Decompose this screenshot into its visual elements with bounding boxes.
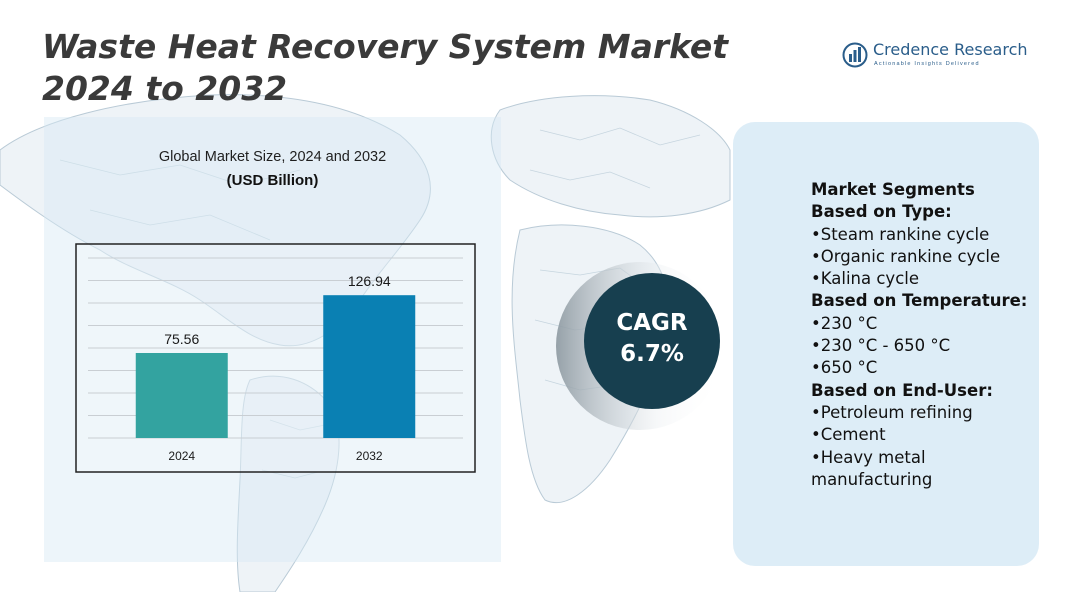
segment-item: •Heavy metal manufacturing bbox=[811, 447, 933, 489]
logo-name: Credence Research bbox=[873, 40, 1028, 59]
chart-subtitle: (USD Billion) bbox=[226, 172, 319, 189]
cagr-circle bbox=[584, 273, 720, 409]
segment-item: •Cement bbox=[811, 425, 886, 445]
segment-item: •Petroleum refining bbox=[811, 402, 973, 422]
segment-item: •Kalina cycle bbox=[811, 269, 919, 289]
segment-item: •Organic rankine cycle bbox=[811, 246, 1001, 266]
bar-2032 bbox=[323, 295, 416, 438]
segment-group-title: Based on Type: bbox=[811, 202, 952, 222]
segment-item: •650 °C bbox=[811, 358, 878, 378]
segments-heading: Market Segments bbox=[811, 180, 975, 199]
logo-tagline: Actionable Insights Delivered bbox=[874, 61, 980, 67]
chart-panel bbox=[44, 117, 501, 562]
bar-2024 bbox=[135, 352, 228, 438]
category-label: 2032 bbox=[356, 449, 383, 463]
category-label: 2024 bbox=[168, 449, 195, 463]
segments-panel bbox=[733, 122, 1039, 566]
segment-item: •230 °C - 650 °C bbox=[811, 336, 951, 356]
segment-item: •Steam rankine cycle bbox=[811, 224, 990, 244]
cagr-value: 6.7% bbox=[620, 341, 684, 367]
bar-value-label: 75.56 bbox=[164, 331, 199, 347]
segment-group-title: Based on End-User: bbox=[811, 380, 993, 400]
segment-item: •230 °C bbox=[811, 313, 878, 333]
chart-title: Global Market Size, 2024 and 2032 bbox=[158, 149, 387, 165]
page-title: Waste Heat Recovery System Market 2024 t… bbox=[42, 27, 729, 108]
logo-bars-icon bbox=[842, 42, 868, 68]
credence-research-logo: Credence Research Actionable Insights De… bbox=[842, 40, 1028, 72]
cagr-label: CAGR bbox=[616, 310, 688, 336]
segment-group-title: Based on Temperature: bbox=[811, 291, 1028, 311]
market-segments: Market Segments Based on Type: •Steam ra… bbox=[811, 179, 1036, 491]
bar-value-label: 126.94 bbox=[348, 273, 391, 289]
